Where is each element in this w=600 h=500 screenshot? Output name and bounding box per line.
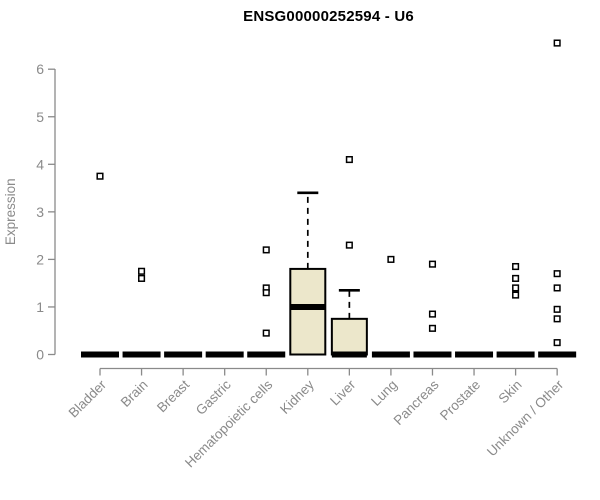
x-category-label-gastric: Gastric xyxy=(193,377,234,418)
x-category-label-skin: Skin xyxy=(496,377,525,406)
box-kidney xyxy=(289,267,327,356)
outlier-hematopoietic-cells-2 xyxy=(262,289,270,297)
chart-title: ENSG00000252594 - U6 xyxy=(243,8,414,25)
outlier-liver-0 xyxy=(345,155,353,164)
box-liver xyxy=(330,317,368,356)
x-category-label-unknown-other: Unknown / Other xyxy=(484,377,567,460)
y-tick-label: 0 xyxy=(36,347,44,363)
outlier-bladder-0 xyxy=(96,172,104,180)
outlier-unknown-other-4 xyxy=(553,315,561,323)
x-category-label-prostate: Prostate xyxy=(437,377,483,423)
outlier-unknown-other-5 xyxy=(553,339,561,347)
x-category-label-brain: Brain xyxy=(118,377,151,410)
x-category-label-lung: Lung xyxy=(368,377,400,409)
outlier-lung-0 xyxy=(387,255,395,263)
x-category-label-liver: Liver xyxy=(327,377,359,409)
outlier-skin-1 xyxy=(512,274,520,282)
outlier-skin-2 xyxy=(512,284,520,292)
y-axis-title: Expression xyxy=(3,178,18,245)
outlier-liver-1 xyxy=(345,241,353,249)
outlier-unknown-other-2 xyxy=(553,284,561,292)
x-category-label-bladder: Bladder xyxy=(66,377,110,421)
outlier-pancreas-2 xyxy=(428,324,437,332)
outlier-skin-3 xyxy=(512,291,520,299)
y-tick-label: 2 xyxy=(36,251,44,267)
x-category-label-breast: Breast xyxy=(154,377,192,415)
x-category-label-kidney: Kidney xyxy=(277,377,317,417)
outlier-hematopoietic-cells-3 xyxy=(262,329,270,337)
y-tick-label: 3 xyxy=(36,204,44,220)
outlier-brain-1 xyxy=(138,274,146,282)
outlier-skin-0 xyxy=(512,262,520,271)
outlier-brain-0 xyxy=(138,267,146,275)
outlier-pancreas-0 xyxy=(428,260,437,268)
outlier-unknown-other-1 xyxy=(553,270,561,278)
y-tick-label: 1 xyxy=(36,299,44,315)
outlier-hematopoietic-cells-0 xyxy=(262,246,270,254)
y-tick-label: 4 xyxy=(36,156,44,172)
outlier-unknown-other-0 xyxy=(553,39,561,47)
outlier-unknown-other-3 xyxy=(553,305,561,313)
outlier-pancreas-1 xyxy=(428,310,437,318)
x-category-label-pancreas: Pancreas xyxy=(391,377,442,428)
y-tick-label: 6 xyxy=(36,61,44,77)
y-tick-label: 5 xyxy=(36,109,44,125)
